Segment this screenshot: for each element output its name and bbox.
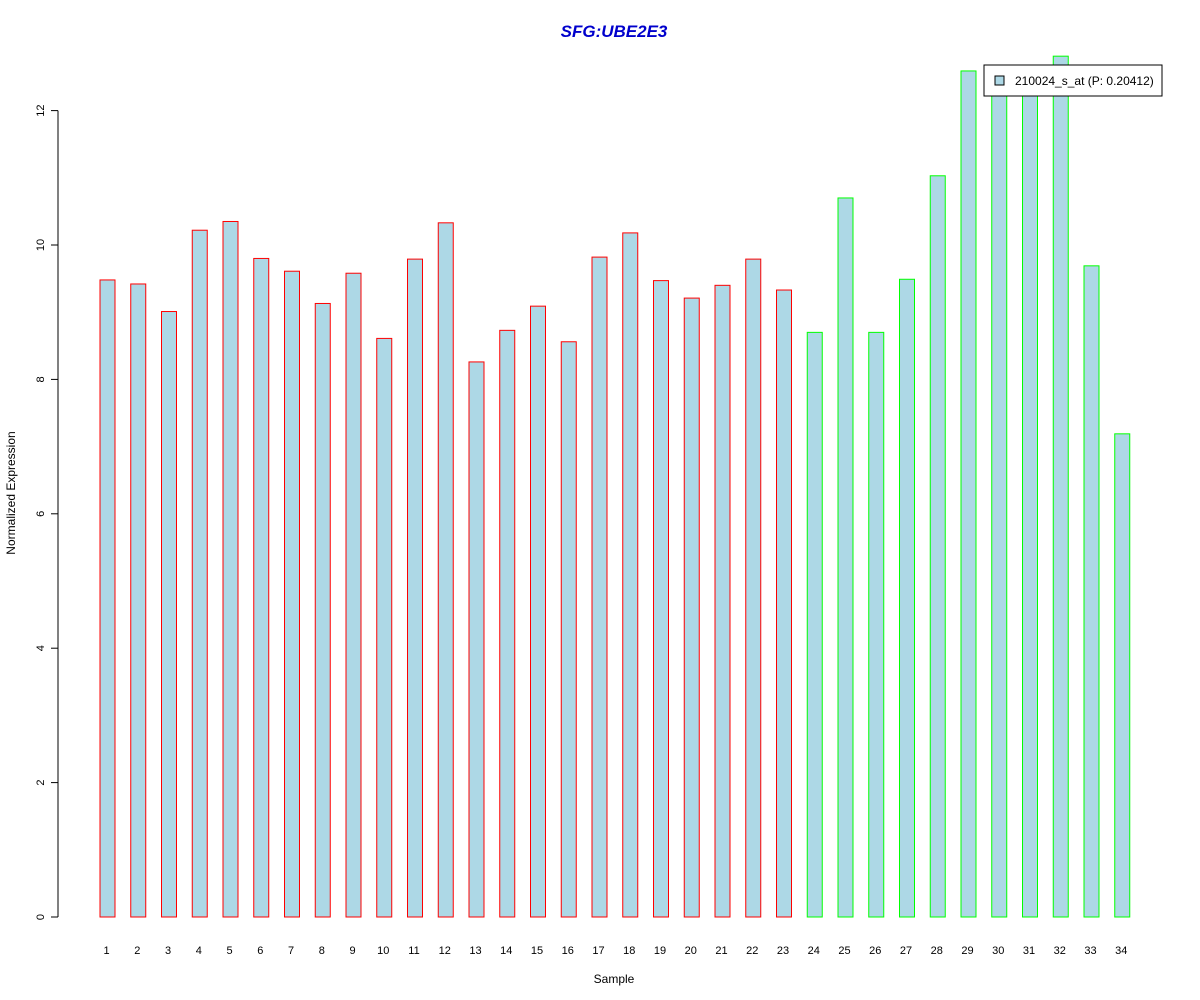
x-tick-label: 7	[288, 945, 294, 957]
bar-sample-29	[960, 70, 977, 918]
x-tick-label: 6	[257, 945, 263, 957]
bar-sample-2	[130, 283, 147, 918]
bar-sample-28	[929, 175, 946, 918]
x-tick-label: 9	[349, 945, 355, 957]
bar-sample-1	[99, 279, 116, 918]
x-tick-label: 5	[226, 945, 232, 957]
chart-title: SFG:UBE2E3	[561, 22, 668, 41]
x-tick-label: 19	[654, 945, 666, 957]
bar-sample-24	[806, 331, 823, 918]
x-tick-label: 4	[196, 945, 202, 957]
bar-sample-19	[653, 280, 669, 918]
x-tick-label: 30	[992, 945, 1004, 957]
x-tick-label: 1	[103, 945, 109, 957]
y-tick-label: 2	[35, 780, 47, 786]
bar-sample-11	[407, 258, 423, 918]
x-tick-label: 18	[623, 945, 635, 957]
x-tick-label: 3	[165, 945, 171, 957]
y-tick-label: 12	[35, 104, 47, 116]
x-tick-label: 12	[439, 945, 451, 957]
bar-sample-30	[991, 83, 1008, 918]
bar-sample-26	[868, 331, 885, 918]
y-axis: 0 2 4 6 8 10 12	[35, 104, 59, 920]
legend-swatch	[994, 75, 1005, 86]
x-tick-label: 11	[408, 945, 419, 957]
y-tick-label: 6	[35, 511, 47, 517]
x-tick-label: 2	[134, 945, 140, 957]
x-tick-label: 24	[808, 945, 820, 957]
bar-sample-7	[284, 270, 300, 918]
bar-sample-3	[161, 311, 177, 918]
y-tick-label: 10	[35, 239, 47, 251]
x-tick-label: 34	[1115, 945, 1127, 957]
x-axis-labels: 1 2 3 4 5 6 7 8 9 10 11 12 13 14 15 16 17 18 19 20 21 22 23 24 2…	[103, 945, 1127, 957]
x-axis-title: Sample	[594, 972, 635, 986]
x-tick-label: 15	[531, 945, 543, 957]
x-tick-label: 20	[685, 945, 697, 957]
x-tick-label: 27	[900, 945, 912, 957]
bars	[99, 55, 1131, 918]
bar-sample-15	[530, 305, 546, 918]
x-tick-label: 8	[319, 945, 325, 957]
x-tick-label: 17	[592, 945, 604, 957]
bar-sample-23	[776, 289, 792, 918]
bar-sample-31	[1022, 76, 1038, 918]
y-tick-label: 0	[35, 914, 47, 920]
bar-sample-32	[1052, 55, 1069, 918]
x-tick-label: 13	[469, 945, 481, 957]
y-axis-title: Normalized Expression	[4, 431, 18, 554]
bar-sample-14	[499, 329, 516, 918]
bar-sample-12	[437, 222, 454, 918]
bar-sample-6	[253, 257, 270, 918]
bar-sample-18	[622, 232, 639, 918]
x-tick-label: 22	[746, 945, 758, 957]
x-tick-label: 31	[1023, 945, 1035, 957]
bar-sample-5	[222, 220, 239, 918]
x-tick-label: 23	[777, 945, 789, 957]
x-tick-label: 25	[838, 945, 850, 957]
x-tick-label: 32	[1054, 945, 1066, 957]
bar-sample-8	[314, 302, 331, 918]
bar-sample-13	[468, 361, 485, 918]
x-tick-label: 26	[869, 945, 881, 957]
bar-sample-16	[560, 341, 577, 918]
bar-sample-25	[837, 197, 854, 918]
legend: 210024_s_at (P: 0.20412)	[983, 64, 1163, 97]
bar-sample-17	[591, 256, 608, 918]
x-tick-label: 21	[715, 945, 727, 957]
bar-sample-9	[345, 272, 362, 918]
y-tick-label: 8	[35, 376, 47, 382]
x-tick-label: 29	[961, 945, 973, 957]
bar-sample-27	[899, 278, 915, 918]
bar-sample-21	[714, 284, 731, 918]
bar-sample-22	[745, 258, 762, 918]
bar-sample-10	[376, 337, 393, 918]
x-tick-label: 16	[562, 945, 574, 957]
x-tick-label: 14	[500, 945, 512, 957]
legend-label: 210024_s_at (P: 0.20412)	[1015, 74, 1154, 88]
x-tick-label: 33	[1084, 945, 1096, 957]
bar-sample-4	[191, 229, 208, 918]
x-tick-label: 28	[931, 945, 943, 957]
bar-sample-34	[1114, 433, 1131, 918]
bar-sample-33	[1083, 265, 1100, 918]
bar-sample-20	[683, 297, 700, 918]
x-tick-label: 10	[377, 945, 389, 957]
y-tick-label: 4	[35, 645, 47, 651]
legend-box	[983, 64, 1163, 97]
